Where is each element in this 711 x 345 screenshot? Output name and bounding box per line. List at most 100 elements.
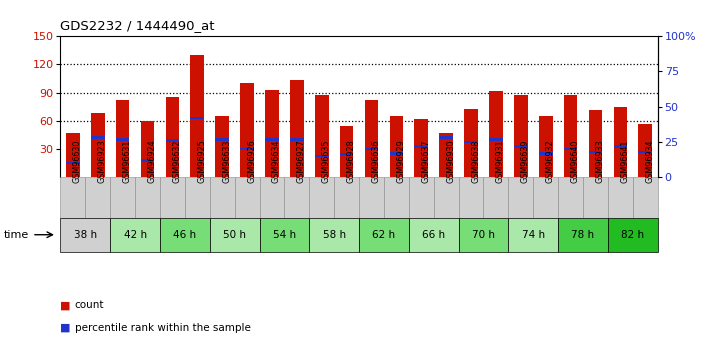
Text: GSM96632: GSM96632 <box>172 140 181 183</box>
Bar <box>489 91 503 177</box>
Bar <box>235 177 260 218</box>
Bar <box>185 177 210 218</box>
Bar <box>365 148 378 150</box>
Bar <box>439 133 453 177</box>
Text: ■: ■ <box>60 323 71 333</box>
Bar <box>315 155 328 157</box>
Text: 82 h: 82 h <box>621 230 644 240</box>
Bar <box>290 80 304 177</box>
Text: GSM96630: GSM96630 <box>73 140 82 183</box>
Bar <box>191 55 204 177</box>
Text: GSM96933: GSM96933 <box>595 140 604 183</box>
Text: count: count <box>75 300 104 310</box>
Bar <box>464 109 478 177</box>
Bar <box>340 126 353 177</box>
Text: GSM96932: GSM96932 <box>545 140 555 183</box>
Bar <box>508 218 558 252</box>
Bar <box>514 96 528 177</box>
Bar <box>340 154 353 156</box>
Bar <box>614 145 627 148</box>
Bar <box>66 162 80 165</box>
Bar <box>141 121 154 177</box>
Bar <box>589 150 602 153</box>
Text: GSM96640: GSM96640 <box>570 140 579 183</box>
Text: GSM96636: GSM96636 <box>371 140 380 183</box>
Text: GSM96923: GSM96923 <box>97 140 107 183</box>
Bar <box>116 100 129 177</box>
Bar <box>558 177 583 218</box>
Text: 58 h: 58 h <box>323 230 346 240</box>
Bar <box>415 145 428 148</box>
Bar <box>638 150 652 153</box>
Text: 50 h: 50 h <box>223 230 246 240</box>
Bar <box>215 116 229 177</box>
Text: 42 h: 42 h <box>124 230 146 240</box>
Bar <box>390 152 403 155</box>
Bar <box>191 117 204 119</box>
Text: 38 h: 38 h <box>74 230 97 240</box>
Text: 46 h: 46 h <box>173 230 196 240</box>
Bar <box>160 177 185 218</box>
Text: time: time <box>4 230 29 240</box>
Text: GDS2232 / 1444490_at: GDS2232 / 1444490_at <box>60 19 215 32</box>
Bar <box>365 100 378 177</box>
Bar <box>60 218 110 252</box>
Text: GSM96631: GSM96631 <box>122 140 132 183</box>
Bar <box>508 177 533 218</box>
Bar <box>290 138 304 140</box>
Bar <box>390 116 403 177</box>
Text: 74 h: 74 h <box>522 230 545 240</box>
Bar <box>284 177 309 218</box>
Bar <box>91 114 105 177</box>
Bar <box>166 139 179 142</box>
Bar <box>409 177 434 218</box>
Bar <box>359 177 384 218</box>
Bar <box>260 218 309 252</box>
Bar <box>315 95 328 177</box>
Bar <box>60 177 85 218</box>
Text: GSM96926: GSM96926 <box>247 140 256 183</box>
Text: 78 h: 78 h <box>572 230 594 240</box>
Bar <box>608 177 633 218</box>
Bar <box>265 90 279 177</box>
Bar <box>210 177 235 218</box>
Text: GSM96931: GSM96931 <box>496 140 505 183</box>
Text: ■: ■ <box>60 300 71 310</box>
Bar <box>66 133 80 177</box>
Bar <box>334 177 359 218</box>
Bar <box>439 137 453 139</box>
Bar <box>614 107 627 177</box>
Bar <box>483 177 508 218</box>
Bar <box>409 218 459 252</box>
Bar <box>608 218 658 252</box>
Text: percentile rank within the sample: percentile rank within the sample <box>75 323 250 333</box>
Bar <box>589 110 602 177</box>
Text: GSM96634: GSM96634 <box>272 140 281 183</box>
Text: GSM96927: GSM96927 <box>297 140 306 183</box>
Bar <box>160 218 210 252</box>
Bar <box>110 218 160 252</box>
Text: GSM96638: GSM96638 <box>471 140 480 183</box>
Bar <box>558 218 608 252</box>
Bar <box>638 124 652 177</box>
Text: GSM96633: GSM96633 <box>222 140 231 183</box>
Text: GSM96930: GSM96930 <box>447 140 455 183</box>
Bar <box>240 148 254 150</box>
Text: GSM96639: GSM96639 <box>520 140 530 183</box>
Text: GSM96934: GSM96934 <box>645 140 654 183</box>
Bar <box>210 218 260 252</box>
Bar <box>564 95 577 177</box>
Bar <box>265 138 279 140</box>
Bar <box>539 116 552 177</box>
Bar <box>464 141 478 143</box>
Bar <box>215 138 229 140</box>
Bar <box>141 159 154 162</box>
Bar <box>434 177 459 218</box>
Text: 70 h: 70 h <box>472 230 495 240</box>
Bar <box>110 177 135 218</box>
Bar <box>583 177 608 218</box>
Text: GSM96637: GSM96637 <box>421 140 430 183</box>
Bar <box>384 177 409 218</box>
Bar <box>240 83 254 177</box>
Bar <box>539 152 552 155</box>
